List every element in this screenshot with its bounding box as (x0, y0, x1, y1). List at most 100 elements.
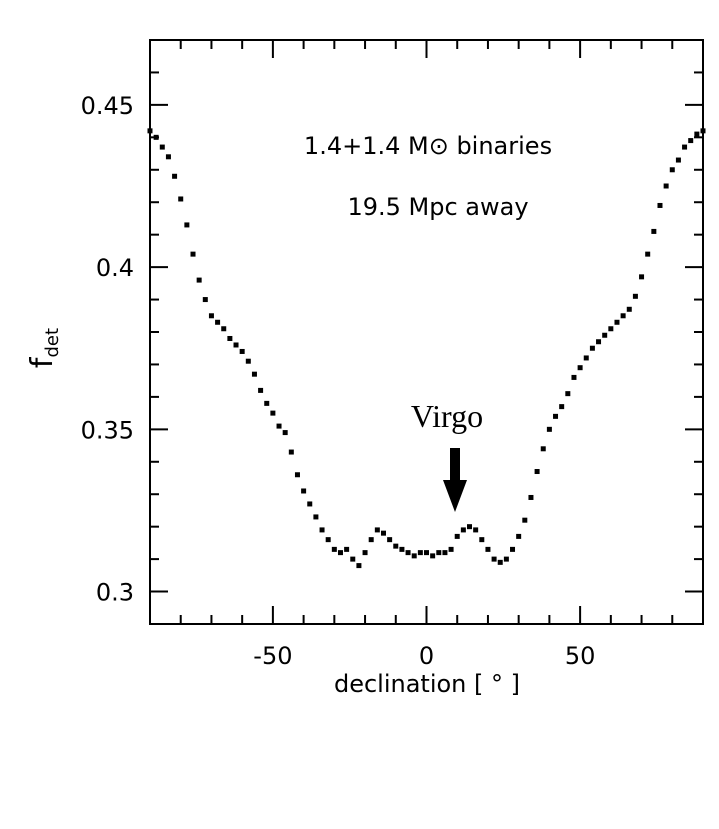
point (356, 563, 362, 569)
point (503, 556, 509, 562)
point (540, 446, 546, 452)
point (534, 469, 540, 475)
point (337, 550, 343, 556)
point (657, 202, 663, 208)
point (301, 488, 307, 494)
point (479, 537, 485, 543)
point (454, 533, 460, 539)
point (516, 533, 522, 539)
point (700, 128, 706, 134)
point (233, 342, 239, 348)
point (460, 527, 466, 533)
annotation: 19.5 Mpc away (347, 193, 528, 221)
point (331, 546, 337, 552)
point (565, 391, 571, 397)
point (424, 550, 429, 556)
point (411, 553, 417, 559)
point (294, 472, 300, 478)
point (546, 426, 552, 432)
point (368, 537, 374, 543)
point (399, 546, 405, 552)
point (467, 524, 473, 530)
point (620, 313, 626, 319)
point (288, 449, 294, 455)
point (614, 319, 620, 325)
point (417, 550, 423, 556)
point (589, 345, 595, 351)
point (510, 546, 516, 552)
point (387, 537, 393, 543)
point (626, 306, 632, 312)
point (448, 546, 454, 552)
point (264, 400, 270, 406)
point (682, 144, 688, 150)
point (196, 277, 202, 283)
y-tick-label: 0.3 (96, 579, 134, 607)
point (319, 527, 325, 533)
point (602, 332, 608, 338)
point (608, 326, 614, 332)
point (436, 550, 442, 556)
point (473, 527, 479, 533)
point (380, 530, 386, 536)
point (485, 546, 491, 552)
x-tick-label: 0 (419, 642, 434, 670)
point (559, 404, 565, 410)
point (258, 387, 264, 393)
point (251, 371, 257, 377)
point (184, 222, 190, 228)
point (669, 167, 675, 173)
point (245, 358, 251, 364)
point (313, 514, 319, 520)
point (350, 556, 356, 562)
point (227, 335, 233, 341)
y-tick-label: 0.35 (81, 416, 134, 444)
point (639, 274, 645, 280)
point (632, 293, 638, 299)
point (553, 413, 559, 419)
point (190, 251, 196, 257)
y-axis-label-main: f (25, 356, 60, 368)
point (282, 430, 288, 436)
point (491, 556, 497, 562)
x-tick-label: 50 (565, 642, 596, 670)
point (208, 313, 214, 319)
point (165, 154, 171, 160)
point (172, 173, 178, 179)
point (325, 537, 331, 543)
point (675, 157, 681, 163)
point (362, 550, 368, 556)
point (596, 339, 602, 345)
point (374, 527, 380, 533)
point (153, 134, 159, 140)
point (270, 410, 276, 416)
point (651, 228, 657, 234)
y-axis-label-sub: det (42, 328, 63, 358)
point (147, 128, 153, 134)
point (307, 501, 313, 507)
point (577, 365, 583, 371)
point (583, 355, 589, 361)
point (430, 553, 436, 559)
point (215, 319, 221, 325)
point (694, 131, 700, 137)
virgo-label: Virgo (411, 398, 483, 434)
point (571, 374, 577, 380)
point (178, 196, 184, 202)
y-tick-label: 0.4 (96, 254, 134, 282)
point (344, 546, 350, 552)
point (528, 494, 534, 500)
point (276, 423, 282, 429)
point (405, 550, 411, 556)
point (497, 559, 503, 565)
x-axis-label: declination [ ° ] (334, 670, 520, 698)
point (663, 183, 669, 189)
plot-frame (149, 39, 704, 625)
point (393, 543, 399, 549)
point (239, 348, 245, 354)
point (221, 326, 227, 332)
point (645, 251, 651, 257)
point (522, 517, 528, 523)
annotation: 1.4+1.4 M⊙ binaries (304, 132, 552, 160)
